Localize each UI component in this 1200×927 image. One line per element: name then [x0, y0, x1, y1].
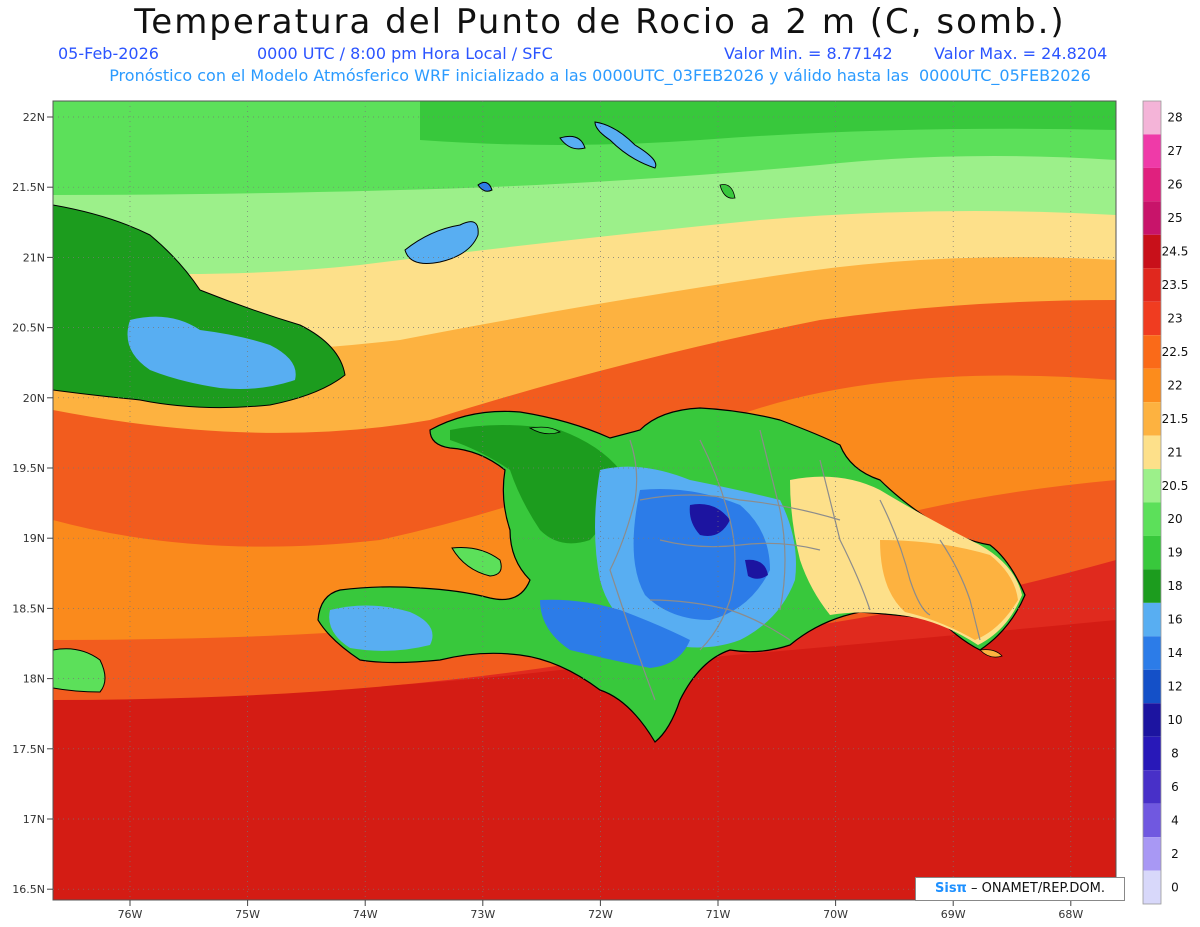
colorbar-swatch [1143, 736, 1161, 771]
colorbar-swatch [1143, 134, 1161, 168]
lat-tick-label: 20.5N [12, 322, 45, 335]
colorbar-swatch [1143, 167, 1161, 202]
colorbar-swatch [1143, 803, 1161, 838]
credit-box: Sisπ – ONAMET/REP.DOM. [915, 877, 1125, 901]
min-value: Valor Min. = 8.77142 [724, 44, 893, 63]
credit-brand: Sisπ [935, 881, 967, 896]
colorbar-label: 23 [1167, 311, 1182, 325]
lat-tick-label: 16.5N [12, 883, 45, 896]
colorbar-label: 19 [1167, 546, 1182, 560]
colorbar-label: 6 [1171, 780, 1179, 794]
credit-text: – ONAMET/REP.DOM. [966, 881, 1105, 896]
colorbar-label: 2 [1171, 847, 1179, 861]
lat-tick-label: 21.5N [12, 181, 45, 194]
colorbar-label: 16 [1167, 613, 1182, 627]
lon-tick-label: 70W [823, 908, 848, 921]
chart-title: Temperatura del Punto de Rocio a 2 m (C,… [134, 2, 1066, 42]
lon-tick-label: 74W [353, 908, 378, 921]
colorbar-label: 27 [1167, 144, 1182, 158]
colorbar: 2827262524.523.52322.52221.52120.5201918… [1142, 100, 1189, 905]
colorbar-label: 22.5 [1162, 345, 1189, 359]
lon-tick-label: 68W [1058, 908, 1083, 921]
colorbar-label: 20 [1167, 512, 1182, 526]
colorbar-label: 21 [1167, 445, 1182, 459]
lat-tick-label: 20N [23, 392, 45, 405]
dewpoint-field [53, 101, 1116, 900]
lon-tick-label: 71W [706, 908, 731, 921]
colorbar-swatch [1143, 268, 1161, 302]
colorbar-swatch [1143, 435, 1161, 470]
colorbar-label: 26 [1167, 178, 1182, 192]
colorbar-swatch [1143, 469, 1161, 503]
colorbar-label: 14 [1167, 646, 1182, 660]
colorbar-label: 18 [1167, 579, 1182, 593]
colorbar-label: 24.5 [1162, 245, 1189, 259]
colorbar-label: 0 [1171, 880, 1179, 894]
colorbar-swatch [1143, 502, 1161, 536]
colorbar-label: 21.5 [1162, 412, 1189, 426]
colorbar-label: 22 [1167, 378, 1182, 392]
map-axes: 22N 21.5N 21N 20.5N 20N 19.5N 19N 18.5N 18N 17.5N… [12, 111, 1083, 921]
colorbar-swatch [1143, 301, 1161, 336]
model-info: Pronóstico con el Modelo Atmósferico WRF… [109, 66, 1091, 85]
forecast-time: 0000 UTC / 8:00 pm Hora Local / SFC [257, 44, 553, 63]
province-borders [609, 429, 981, 701]
lat-tick-label: 18.5N [12, 602, 45, 615]
colorbar-label: 10 [1167, 713, 1182, 727]
lat-tick-label: 19N [23, 532, 45, 545]
colorbar-swatch [1143, 335, 1161, 369]
colorbar-swatch [1143, 669, 1161, 704]
colorbar-swatch [1143, 101, 1161, 135]
colorbar-label: 28 [1167, 111, 1182, 125]
lat-tick-label: 19.5N [12, 462, 45, 475]
forecast-date: 05-Feb-2026 [58, 44, 159, 63]
colorbar-swatch [1143, 535, 1161, 570]
colorbar-swatch [1143, 569, 1161, 603]
colorbar-swatch [1143, 770, 1161, 804]
lon-tick-label: 72W [588, 908, 613, 921]
colorbar-swatch [1143, 703, 1161, 737]
colorbar-label: 23.5 [1162, 278, 1189, 292]
colorbar-swatch [1143, 201, 1161, 235]
colorbar-label: 12 [1167, 680, 1182, 694]
max-value: Valor Max. = 24.8204 [934, 44, 1108, 63]
colorbar-swatch [1143, 402, 1161, 436]
colorbar-label: 4 [1171, 813, 1179, 827]
lat-tick-label: 17N [23, 813, 45, 826]
colorbar-frame [1142, 100, 1162, 905]
lat-tick-label: 22N [23, 111, 45, 124]
colorbar-swatch [1143, 636, 1161, 670]
lon-tick-label: 69W [941, 908, 966, 921]
colorbar-label: 20.5 [1162, 479, 1189, 493]
lon-tick-label: 75W [235, 908, 260, 921]
lon-tick-label: 73W [470, 908, 495, 921]
colorbar-swatch [1143, 837, 1161, 871]
lon-tick-label: 76W [118, 908, 143, 921]
lat-tick-label: 21N [23, 251, 45, 264]
colorbar-label: 8 [1171, 746, 1179, 760]
colorbar-swatch [1143, 602, 1161, 637]
lat-tick-label: 17.5N [12, 743, 45, 756]
colorbar-swatch [1143, 368, 1161, 403]
colorbar-swatch [1143, 870, 1161, 904]
lat-tick-label: 18N [23, 673, 45, 686]
colorbar-label: 25 [1167, 211, 1182, 225]
map-frame [52, 100, 1117, 901]
colorbar-swatch [1143, 234, 1161, 269]
